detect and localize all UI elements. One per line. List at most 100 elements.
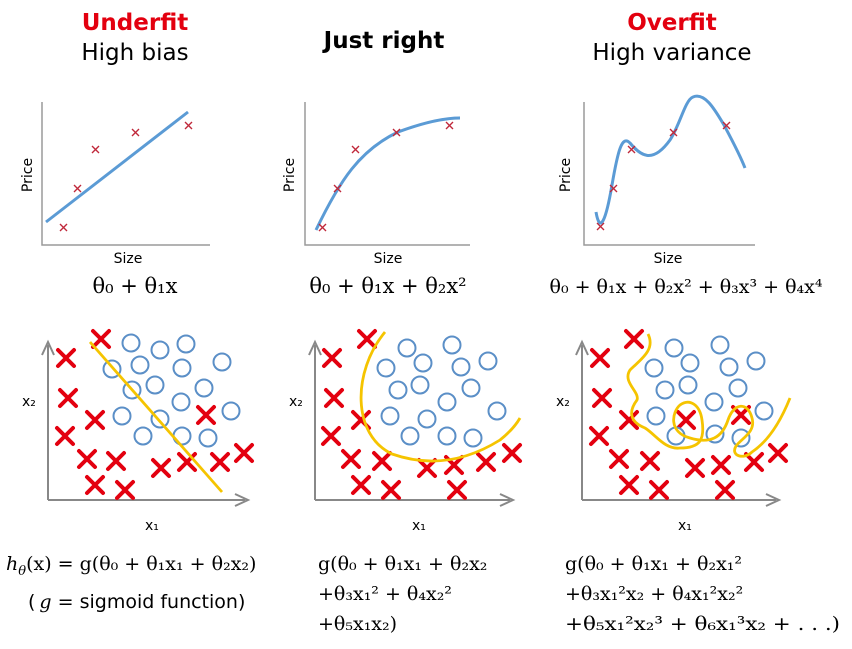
cross-marker (210, 452, 230, 472)
circle-marker (376, 358, 396, 378)
formula-underfit-logistic: hθ(x) = g(θ₀ + θ₁x₁ + θ₂x₂) (g = sigmoid… (6, 553, 256, 613)
cross-marker (649, 480, 669, 500)
x2-axis-label: x₂ (289, 394, 303, 410)
cross-marker (711, 455, 731, 475)
decision-boundary (88, 341, 224, 493)
circle-marker (754, 401, 774, 421)
cross-marker (55, 426, 75, 446)
x2-axis-label: x₂ (556, 394, 570, 410)
circle-marker (400, 426, 420, 446)
cross-marker (177, 452, 197, 472)
cross-marker (624, 329, 644, 349)
circle-marker (198, 428, 218, 448)
cross-marker (592, 388, 612, 408)
circle-marker (171, 392, 191, 412)
circle-marker (678, 375, 698, 395)
y-axis-label: Price (558, 158, 574, 192)
cross-marker (196, 405, 216, 425)
data-point (91, 145, 100, 154)
circle-marker (130, 355, 150, 375)
circle-marker (410, 375, 430, 395)
cross-marker (676, 410, 696, 430)
y-axis (575, 339, 589, 500)
cross-marker (619, 475, 639, 495)
circle-marker (478, 351, 498, 371)
circle-marker (176, 334, 196, 354)
data-points (596, 121, 731, 231)
note-text: = sigmoid function) (52, 591, 246, 613)
data-point (184, 121, 193, 130)
data-point (722, 121, 731, 130)
circle-marker (121, 333, 141, 353)
svg-text:hθ(x) = g(θ₀ + θ₁x₁ + θ₂x₂): hθ(x) = g(θ₀ + θ₁x₁ + θ₂x₂) (6, 553, 256, 579)
overfit-title: Overfit (627, 10, 717, 36)
cross-marker (744, 452, 764, 472)
x-axis (48, 493, 251, 507)
cross-marker (106, 451, 126, 471)
circle-marker (704, 392, 724, 412)
formula-body: (x) = g(θ₀ + θ₁x₁ + θ₂x₂) (26, 553, 256, 575)
circle-marker (746, 351, 766, 371)
cross-marker (77, 449, 97, 469)
data-point (351, 145, 360, 154)
axes (583, 102, 755, 246)
data-points (318, 121, 454, 232)
y-axis-label: Price (282, 158, 298, 192)
cross-marker (351, 475, 371, 495)
data-point (318, 223, 327, 232)
cross-marker (715, 480, 735, 500)
cross-marker (590, 348, 610, 368)
classification-panel-underfit: x₂ x₁ (22, 329, 254, 534)
circle-marker (728, 378, 748, 398)
cross-marker (476, 452, 496, 472)
x1-axis-label: x₁ (145, 518, 159, 534)
fit-line (45, 110, 189, 224)
formula-line-3: +θ₅x₁x₂) (318, 613, 397, 635)
circle-marker (442, 335, 462, 355)
cross-marker (589, 426, 609, 446)
data-point (596, 222, 605, 231)
circle-marker (221, 401, 241, 421)
circle-marker (644, 358, 664, 378)
cross-marker (234, 443, 254, 463)
formula-overfit-logistic: g(θ₀ + θ₁x₁ + θ₂x₁² +θ₃x₁²x₂ + θ₄x₁²x₂² … (565, 553, 840, 635)
circle-marker (731, 428, 751, 448)
data-point (609, 184, 618, 193)
svg-text:(g = sigmoid function): (g = sigmoid function) (28, 591, 245, 613)
cross-marker (85, 475, 105, 495)
x2-axis-label: x₂ (22, 394, 36, 410)
just-right-title: Just right (322, 28, 445, 54)
x-axis (315, 493, 516, 507)
cross-marker (357, 329, 377, 349)
circle-marker (112, 406, 132, 426)
formula-line-2: +θ₃x₁² + θ₄x₂² (318, 583, 452, 605)
circle-marker (710, 335, 730, 355)
note-g: g (39, 591, 51, 613)
formula-line-2: +θ₃x₁²x₂ + θ₄x₁²x₂² (565, 583, 743, 605)
fit-curve (594, 94, 747, 225)
y-axis-label: Price (20, 158, 36, 192)
cross-marker (91, 329, 111, 349)
circle-marker (133, 426, 153, 446)
cross-marker (372, 451, 392, 471)
cross-marker (58, 388, 78, 408)
circle-marker (212, 352, 232, 372)
circles (376, 335, 507, 448)
cross-marker (381, 480, 401, 500)
underfit-title: Underfit (82, 10, 189, 36)
circle-marker (655, 380, 675, 400)
y-axis (41, 339, 55, 500)
circle-marker (388, 380, 408, 400)
data-point (392, 128, 401, 137)
data-points (59, 121, 193, 232)
data-point (333, 184, 342, 193)
circle-marker (413, 353, 433, 373)
data-point (627, 145, 636, 154)
circle-marker (172, 426, 192, 446)
x1-axis-label: x₁ (678, 518, 692, 534)
circle-marker (397, 338, 417, 358)
cross-marker (321, 426, 341, 446)
overfit-subtitle: High variance (592, 40, 751, 66)
cross-marker (502, 443, 522, 463)
cross-marker (85, 410, 105, 430)
